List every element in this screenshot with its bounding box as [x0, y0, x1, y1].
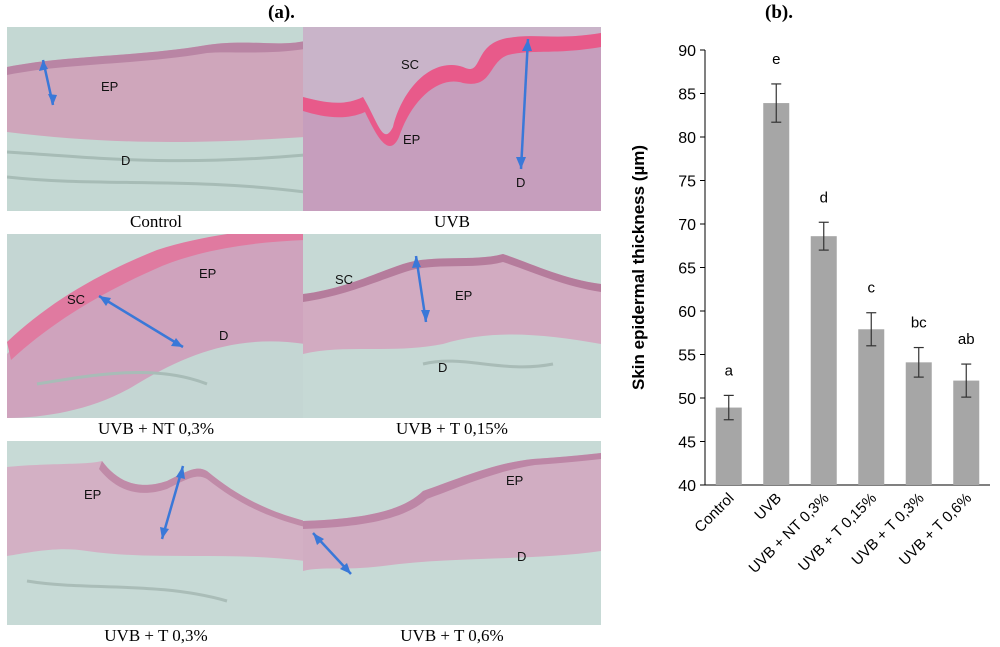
y-tick-label: 80 [678, 130, 696, 147]
epidermal-thickness-chart: 40 45 50 55 60 65 70 75 80 85 90 Skin epidermal thi… [629, 43, 990, 577]
bar [763, 103, 790, 485]
label-ep: EP [506, 473, 523, 488]
micrograph-uvb: SC EP D [303, 27, 601, 211]
x-tick-label: UVB [751, 490, 785, 524]
caption-uvb-t-015: UVB + T 0,15% [396, 419, 508, 438]
bar [858, 329, 885, 485]
label-ep: EP [199, 266, 216, 281]
panel-b-title: (b). [765, 2, 793, 23]
label-d: D [438, 360, 447, 375]
label-sc: SC [335, 272, 353, 287]
y-tick-label: 60 [678, 304, 696, 321]
micrograph-uvb-t-03: EP [7, 441, 305, 625]
label-d: D [219, 328, 228, 343]
significance-letter: d [820, 189, 828, 206]
significance-letter: a [725, 362, 734, 379]
y-tick-label: 40 [678, 478, 696, 495]
caption-uvb-t-06: UVB + T 0,6% [400, 626, 504, 645]
label-d: D [517, 549, 526, 564]
panel-a-title: (a). [268, 2, 295, 23]
significance-letter: ab [958, 331, 975, 348]
label-sc: SC [67, 292, 85, 307]
y-tick-label: 65 [678, 261, 696, 278]
bar [715, 407, 742, 485]
x-tick-label: Control [691, 490, 737, 536]
label-d: D [516, 175, 525, 190]
micrograph-uvb-t-06: EP D [303, 441, 601, 625]
label-ep: EP [84, 487, 101, 502]
y-tick-label: 70 [678, 217, 696, 234]
label-d: D [121, 153, 130, 168]
caption-uvb-nt-03: UVB + NT 0,3% [98, 419, 214, 438]
y-tick-label: 45 [678, 435, 696, 452]
y-axis-label: Skin epidermal thickness (µm) [629, 145, 648, 390]
label-sc: SC [401, 57, 419, 72]
significance-letter: e [772, 51, 780, 68]
y-tick-label: 55 [678, 348, 696, 365]
bar [810, 236, 837, 485]
label-ep: EP [403, 132, 420, 147]
bar [905, 362, 932, 485]
caption-uvb-t-03: UVB + T 0,3% [104, 626, 208, 645]
bar [953, 380, 980, 485]
y-tick-label: 50 [678, 391, 696, 408]
micrograph-uvb-t-015: SC EP D [303, 234, 601, 418]
caption-control: Control [130, 212, 182, 231]
label-ep: EP [455, 288, 472, 303]
label-ep: EP [101, 79, 118, 94]
y-tick-label: 85 [678, 87, 696, 104]
significance-letter: bc [911, 315, 927, 332]
significance-letter: c [868, 280, 876, 297]
y-tick-label: 75 [678, 174, 696, 191]
caption-uvb: UVB [434, 212, 470, 231]
micrograph-control: EP D [7, 27, 305, 211]
y-tick-label: 90 [678, 43, 696, 60]
micrograph-uvb-nt-03: EP SC D [7, 234, 305, 418]
